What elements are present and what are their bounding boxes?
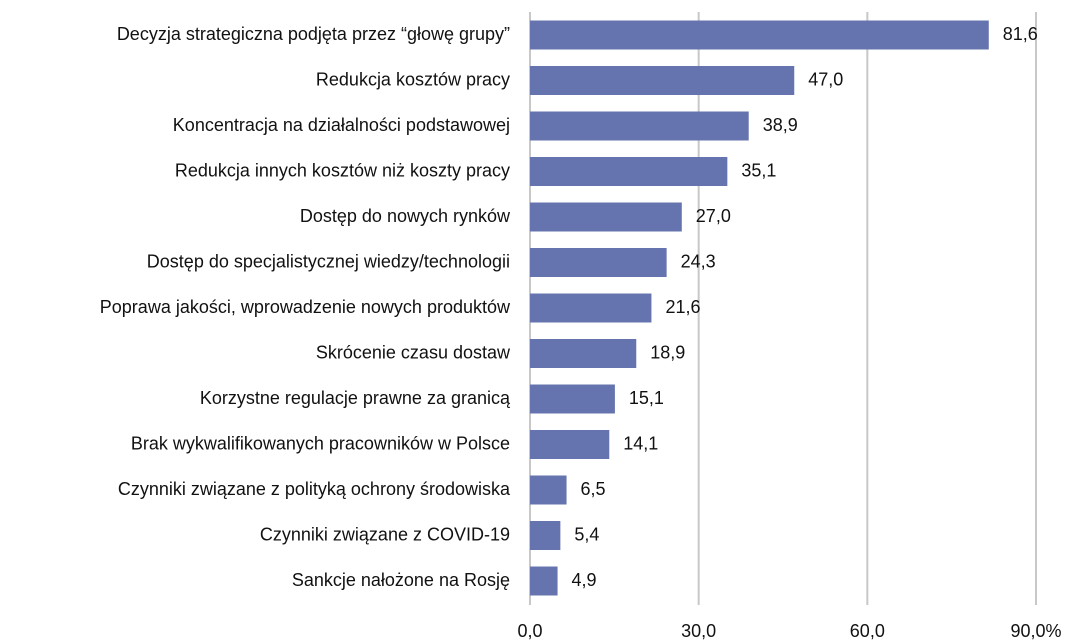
y-tick-label: Czynniki związane z COVID-19 xyxy=(260,524,510,544)
y-tick-label: Redukcja innych kosztów niż koszty pracy xyxy=(175,160,510,180)
bar xyxy=(530,111,749,141)
data-label: 35,1 xyxy=(741,160,776,180)
data-label: 38,9 xyxy=(763,115,798,135)
data-label: 18,9 xyxy=(650,342,685,362)
data-label: 81,6 xyxy=(1003,24,1038,44)
data-label: 27,0 xyxy=(696,206,731,226)
y-tick-label: Poprawa jakości, wprowadzenie nowych pro… xyxy=(100,297,511,317)
bar xyxy=(530,521,561,550)
y-tick-label: Czynniki związane z polityką ochrony śro… xyxy=(118,479,511,499)
x-tick-label: 90,0% xyxy=(1010,621,1061,641)
y-tick-label: Koncentracja na działalności podstawowej xyxy=(173,115,510,135)
data-label: 47,0 xyxy=(808,69,843,89)
x-tick-label: 60,0 xyxy=(850,621,885,641)
data-label: 15,1 xyxy=(629,388,664,408)
data-label: 6,5 xyxy=(581,479,606,499)
bar xyxy=(530,248,667,277)
y-tick-label: Korzystne regulacje prawne za granicą xyxy=(200,388,511,408)
y-tick-label: Skrócenie czasu dostaw xyxy=(316,342,511,362)
y-tick-label: Brak wykwalifikowanych pracowników w Pol… xyxy=(131,433,510,453)
x-tick-label: 30,0 xyxy=(681,621,716,641)
bar xyxy=(530,430,610,459)
data-label: 5,4 xyxy=(574,524,599,544)
data-label: 21,6 xyxy=(665,297,700,317)
bar xyxy=(530,566,558,596)
data-label: 24,3 xyxy=(681,251,716,271)
y-tick-label: Redukcja kosztów pracy xyxy=(316,69,510,89)
bar xyxy=(530,157,728,186)
data-label: 14,1 xyxy=(623,433,658,453)
x-tick-label: 0,0 xyxy=(517,621,542,641)
bar xyxy=(530,293,652,323)
y-tick-label: Sankcje nałożone na Rosję xyxy=(292,570,510,590)
bar xyxy=(530,20,989,50)
data-label: 4,9 xyxy=(572,570,597,590)
bar xyxy=(530,475,567,505)
bar xyxy=(530,384,615,414)
y-tick-label: Dostęp do nowych rynków xyxy=(300,206,511,226)
y-tick-label: Decyzja strategiczna podjęta przez “głow… xyxy=(117,24,510,44)
bar xyxy=(530,339,637,368)
y-tick-label: Dostęp do specjalistycznej wiedzy/techno… xyxy=(147,251,510,271)
bar xyxy=(530,202,682,232)
bar xyxy=(530,66,795,95)
